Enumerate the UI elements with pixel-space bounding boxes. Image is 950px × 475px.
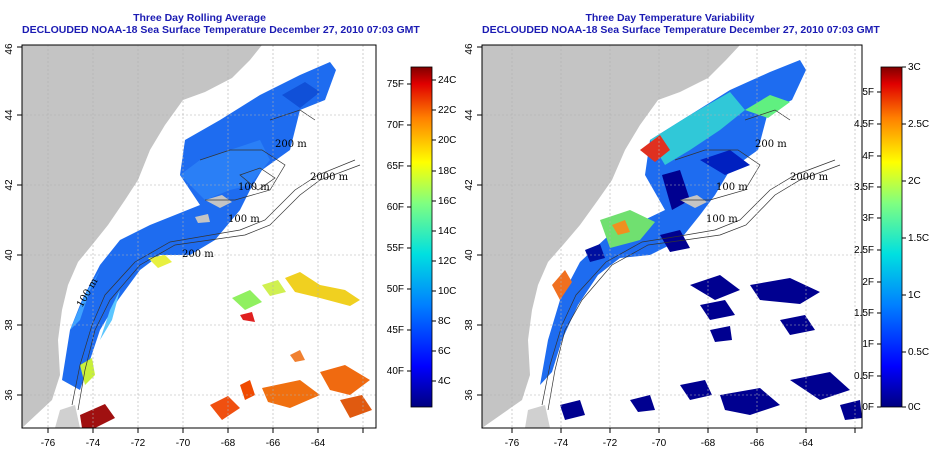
left-land [22,45,262,428]
right-map-frame [481,44,863,429]
left-x-tick-label: -70 [176,438,191,449]
right-map-subtitle: DECLOUDED NOAA-18 Sea Surface Temperatur… [482,24,880,36]
right-x-tick-label: -72 [603,438,618,449]
left-colorbar-celsius-label: 12C [438,256,456,267]
right-colorbar-gradient [880,66,903,408]
left-contour-label-100m-a: 100 m [238,182,270,193]
right-colorbar-celsius-label: 2C [908,176,921,187]
left-colorbar-celsius-label: 22C [438,105,456,116]
right-graticule [482,45,862,428]
right-colorbar-fahrenheit-label: 0.5F [854,371,874,382]
right-colorbar-fahrenheit-label: 2.5F [854,245,874,256]
left-y-tick-label: 38 [4,319,15,331]
right-colorbar: 3C 2.5C 2C 1.5C 1C 0.5C 0C 5F 4.5F 4F 3.… [854,62,929,413]
right-colorbar-celsius-label: 3C [908,62,921,73]
right-contour-label-100m-b: 100 m [706,214,738,225]
right-x-tick-label: -74 [554,438,569,449]
right-y-tick-label: 40 [464,249,475,261]
left-x-tick-label: -66 [266,438,281,449]
right-contour-label-200m: 200 m [755,139,787,150]
right-x-tick-label: -70 [652,438,667,449]
right-x-tick-label: -68 [701,438,716,449]
right-map-panel: 2000 m 100 m 200 m 100 m -76 -74 -72 -70… [464,43,863,449]
right-contour-label-100m-a: 100 m [716,182,748,193]
left-contour-label-100m-b: 100 m [228,214,260,225]
right-contour-label-2000m: 2000 m [790,172,829,183]
left-colorbar-fahrenheit-label: 50F [387,284,404,295]
left-colorbar-fahrenheit-label: 55F [387,243,404,254]
left-colorbar-celsius-label: 20C [438,135,456,146]
right-colorbar-fahrenheit-label: 1.5F [854,308,874,319]
left-y-tick-label: 42 [4,179,15,191]
left-y-axis: 36 38 40 42 44 46 [4,43,22,401]
right-x-tick-label: -66 [750,438,765,449]
left-x-tick-label: -64 [311,438,326,449]
right-y-tick-label: 44 [464,109,475,121]
right-bathymetry-contours [541,109,841,411]
right-colorbar-fahrenheit-label: 4.5F [854,119,874,130]
right-colorbar-celsius-label: 1.5C [908,233,929,244]
right-colorbar-fahrenheit-label: 5F [862,87,874,98]
right-colorbar-fahrenheit-label: 2F [862,277,874,288]
left-x-tick-label: -72 [131,438,146,449]
right-variability-field [540,60,862,420]
right-colorbar-fahrenheit-label: 3F [862,213,874,224]
left-colorbar-gradient [410,66,433,408]
left-y-tick-label: 36 [4,389,15,401]
left-x-tick-label: -74 [86,438,101,449]
left-colorbar-fahrenheit-label: 40F [387,366,404,377]
left-y-tick-label: 46 [4,43,15,55]
right-x-axis: -76 -74 -72 -70 -68 -66 -64 [505,428,856,449]
right-y-tick-label: 42 [464,179,475,191]
left-map-panel: 2000 m 100 m 200 m 200 m 100 m 100 m -76… [4,43,377,449]
right-colorbar-celsius-label: 0C [908,402,921,413]
left-x-tick-label: -76 [41,438,56,449]
right-colorbar-fahrenheit-label: 3.5F [854,182,874,193]
right-land [482,45,740,428]
left-map-title: Three Day Rolling Average [133,12,266,24]
left-map-frame [21,44,377,429]
left-y-tick-label: 44 [4,109,15,121]
right-colorbar-fahrenheit-label: 4F [862,151,874,162]
left-colorbar-celsius-label: 6C [438,346,451,357]
right-y-tick-label: 36 [464,389,475,401]
left-colorbar-fahrenheit-label: 70F [387,120,404,131]
left-contour-label-200m-a: 200 m [182,249,214,260]
left-colorbar-celsius-label: 4C [438,376,451,387]
left-colorbar-celsius-label: 10C [438,286,456,297]
left-colorbar-celsius-label: 24C [438,75,456,86]
left-y-tick-label: 40 [4,249,15,261]
left-colorbar-fahrenheit-label: 45F [387,325,404,336]
right-x-tick-label: -76 [505,438,520,449]
right-y-axis: 36 38 40 42 44 46 [464,43,482,401]
left-map-subtitle: DECLOUDED NOAA-18 Sea Surface Temperatur… [22,24,420,36]
left-colorbar-celsius-label: 16C [438,196,456,207]
right-y-tick-label: 38 [464,319,475,331]
right-colorbar-fahrenheit-label: 1F [862,339,874,350]
right-x-tick-label: -64 [799,438,814,449]
left-graticule [22,45,376,428]
left-colorbar-fahrenheit-label: 75F [387,79,404,90]
right-colorbar-celsius-label: 2.5C [908,119,929,130]
left-bathymetry-contours [71,109,361,411]
left-contour-label-200m-b: 200 m [275,139,307,150]
right-colorbar-celsius-label: 1C [908,290,921,301]
left-colorbar: 24C 22C 20C 18C 16C 14C 12C 10C 8C 6C 4C… [387,66,456,408]
right-map-title: Three Day Temperature Variability [585,12,755,24]
right-colorbar-celsius-label: 0.5C [908,347,929,358]
left-colorbar-celsius-label: 8C [438,316,451,327]
right-y-tick-label: 46 [464,43,475,55]
left-x-tick-label: -68 [221,438,236,449]
right-colorbar-fahrenheit-label: 0F [862,402,874,413]
left-contour-label-2000m: 2000 m [310,172,349,183]
left-colorbar-celsius-label: 18C [438,166,456,177]
left-colorbar-fahrenheit-label: 65F [387,161,404,172]
left-x-axis: -76 -74 -72 -70 -68 -66 -64 [41,428,364,449]
left-colorbar-fahrenheit-label: 60F [387,202,404,213]
left-colorbar-celsius-label: 14C [438,226,456,237]
